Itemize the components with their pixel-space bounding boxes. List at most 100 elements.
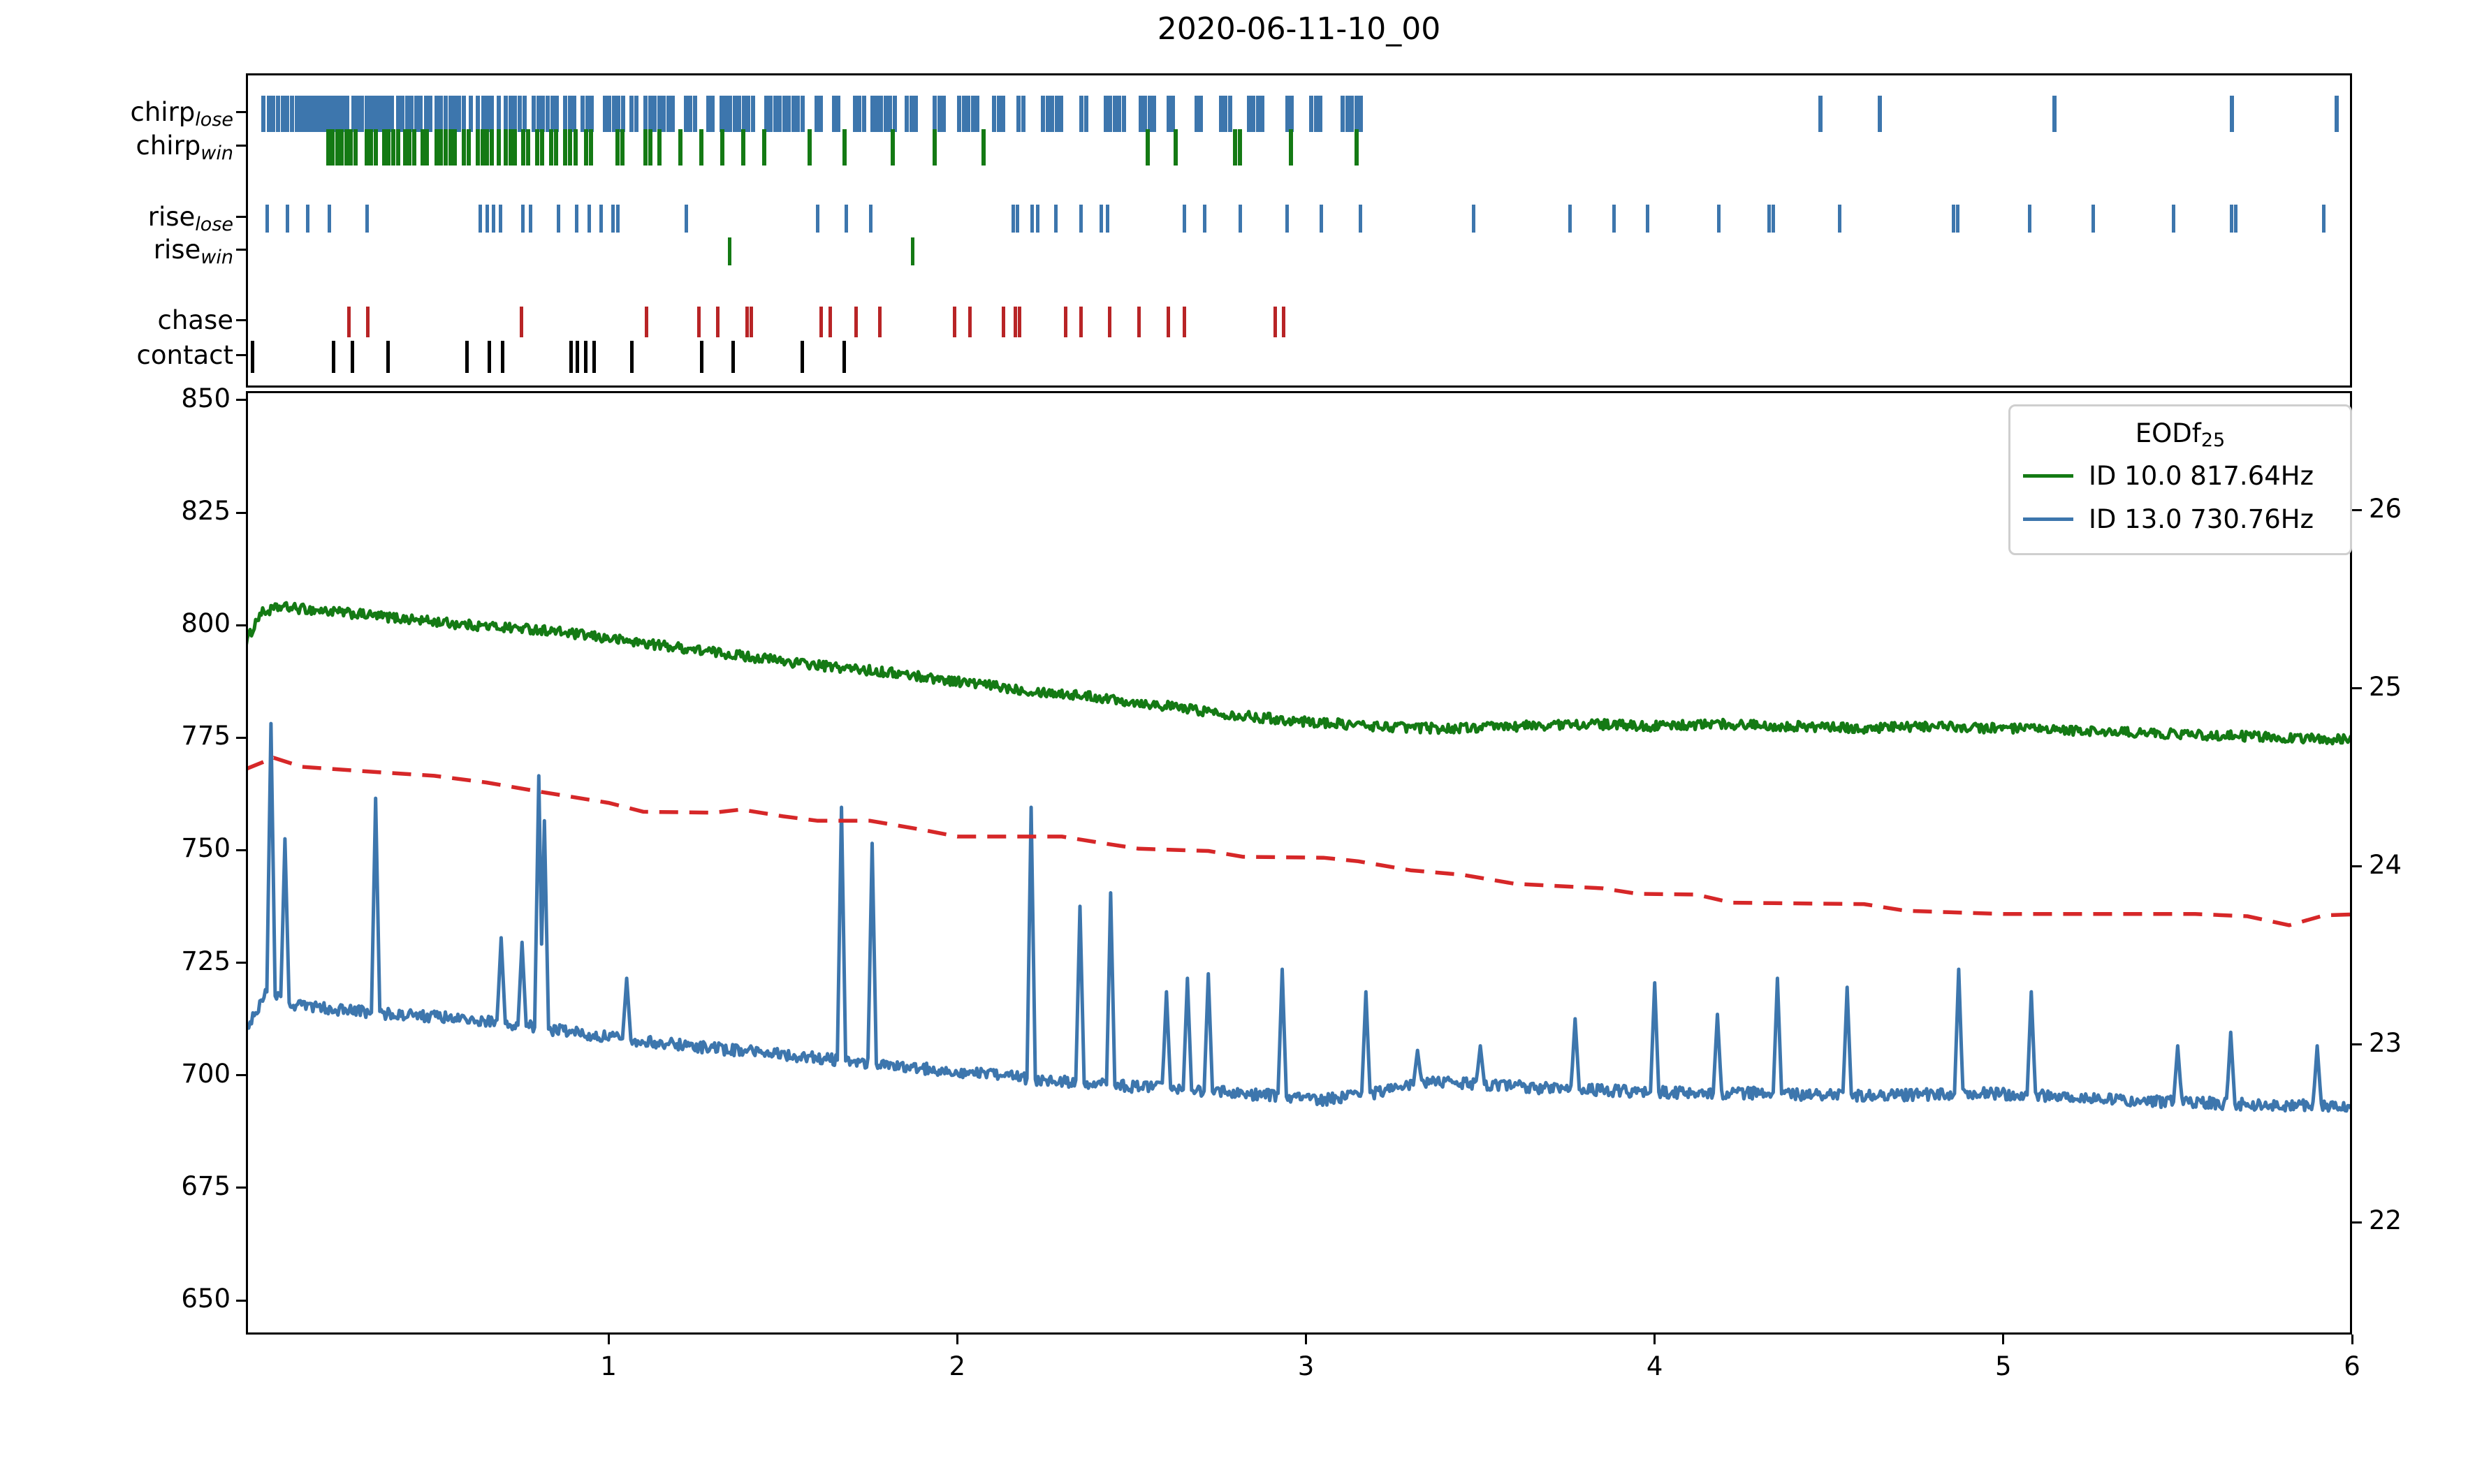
- event-mark-rise_win: [910, 237, 914, 265]
- event-mark-chirp_win: [443, 129, 448, 166]
- figure-title: 2020-06-11-10_00: [1157, 11, 1441, 47]
- row-label-base: rise: [147, 201, 196, 232]
- event-mark-rise_lose: [1838, 205, 1842, 233]
- event-mark-contact: [488, 341, 492, 373]
- event-mark-chirp_lose: [555, 96, 560, 132]
- legend-title-sub: 25: [2200, 429, 2226, 451]
- event-mark-chirp_lose: [448, 96, 453, 132]
- event-mark-rise_lose: [1646, 205, 1650, 233]
- event-mark-chirp_lose: [1079, 96, 1084, 132]
- raster-row-chirp_lose: [248, 96, 2354, 132]
- event-mark-rise_lose: [1012, 205, 1016, 233]
- event-mark-rise_lose: [492, 205, 496, 233]
- event-mark-chirp_lose: [1255, 96, 1260, 132]
- event-mark-chirp_lose: [1194, 96, 1199, 132]
- event-mark-chirp_win: [720, 129, 724, 166]
- event-mark-chirp_lose: [1045, 96, 1050, 132]
- event-mark-rise_lose: [815, 205, 819, 233]
- event-mark-chirp_win: [395, 129, 400, 166]
- event-mark-chirp_lose: [831, 96, 836, 132]
- event-mark-chirp_lose: [504, 96, 509, 132]
- x-axis-tick: [2351, 1335, 2353, 1344]
- event-mark-chirp_win: [567, 129, 572, 166]
- series-line-id-10-0-817-64hz: [248, 601, 2350, 746]
- event-mark-chirp_win: [335, 129, 340, 166]
- event-mark-contact: [569, 341, 573, 373]
- event-mark-chirp_win: [504, 129, 509, 166]
- event-mark-chirp_lose: [1313, 96, 1318, 132]
- event-mark-chirp_lose: [688, 96, 693, 132]
- row-label-sub: win: [200, 246, 233, 268]
- row-label-sub: lose: [195, 108, 233, 131]
- event-mark-chirp_lose: [796, 96, 801, 132]
- y-axis-left-tick: [236, 399, 246, 402]
- y-axis-left-label: 675: [181, 1170, 231, 1201]
- event-mark-chirp_lose: [280, 96, 285, 132]
- event-mark-chirp_win: [525, 129, 530, 166]
- event-mark-chirp_lose: [1147, 96, 1152, 132]
- event-mark-chase: [1107, 307, 1111, 337]
- event-mark-chase: [745, 307, 750, 337]
- raster-y-tick: [236, 354, 246, 356]
- event-mark-chirp_win: [549, 129, 554, 166]
- event-mark-chirp_lose: [302, 96, 307, 132]
- event-mark-rise_lose: [328, 205, 332, 233]
- event-mark-rise_lose: [521, 205, 525, 233]
- event-mark-rise_lose: [1239, 205, 1243, 233]
- event-mark-chirp_lose: [414, 96, 418, 132]
- event-mark-chirp_win: [588, 129, 593, 166]
- event-mark-chirp_win: [326, 129, 330, 166]
- event-mark-chirp_win: [933, 129, 937, 166]
- event-mark-contact: [629, 341, 634, 373]
- raster-panel: [246, 73, 2352, 388]
- event-mark-chirp_lose: [657, 96, 662, 132]
- event-mark-contact: [842, 341, 846, 373]
- event-mark-chirp_lose: [819, 96, 824, 132]
- event-mark-chirp_lose: [914, 96, 919, 132]
- event-mark-chirp_lose: [836, 96, 841, 132]
- event-mark-chirp_lose: [462, 96, 467, 132]
- event-mark-chirp_lose: [1345, 96, 1350, 132]
- event-mark-chirp_lose: [434, 96, 439, 132]
- row-label-base: chirp: [130, 96, 196, 127]
- event-mark-chirp_lose: [905, 96, 910, 132]
- x-axis-label: 3: [1297, 1351, 1315, 1381]
- event-mark-chirp_lose: [340, 96, 345, 132]
- event-mark-chirp_win: [521, 129, 526, 166]
- event-mark-contact: [332, 341, 336, 373]
- event-mark-chirp_lose: [737, 96, 742, 132]
- event-mark-rise_lose: [599, 205, 603, 233]
- y-axis-left-label: 650: [181, 1284, 231, 1314]
- legend-entry-id13: ID 13.0 730.76Hz: [2023, 497, 2337, 541]
- event-mark-chirp_lose: [513, 96, 518, 132]
- event-mark-chirp_win: [761, 129, 766, 166]
- row-label-contact: contact: [0, 338, 233, 372]
- event-mark-chase: [878, 307, 882, 337]
- event-mark-rise_lose: [844, 205, 848, 233]
- line-chart-panel: EODf 25 ID 10.0 817.64Hz ID 13.0 730.76Hz: [246, 391, 2352, 1335]
- event-mark-chirp_lose: [381, 96, 386, 132]
- event-mark-chase: [365, 307, 370, 337]
- event-mark-chirp_lose: [522, 96, 527, 132]
- event-mark-rise_lose: [528, 205, 532, 233]
- event-mark-chirp_lose: [1121, 96, 1126, 132]
- event-mark-chirp_win: [648, 129, 652, 166]
- event-mark-chirp_lose: [372, 96, 377, 132]
- event-mark-chirp_lose: [719, 96, 724, 132]
- event-mark-rise_lose: [1568, 205, 1572, 233]
- event-mark-chirp_lose: [1041, 96, 1046, 132]
- event-mark-rise_lose: [1202, 205, 1206, 233]
- y-axis-left-label: 725: [181, 946, 231, 976]
- event-mark-chirp_lose: [315, 96, 320, 132]
- legend-entry-id10: ID 10.0 817.64Hz: [2023, 454, 2337, 497]
- event-mark-chirp_lose: [266, 96, 271, 132]
- event-mark-rise_lose: [2233, 205, 2237, 233]
- event-mark-chirp_lose: [777, 96, 782, 132]
- event-mark-chirp_lose: [497, 96, 502, 132]
- event-mark-contact: [583, 341, 587, 373]
- y-axis-right-tick: [2352, 1221, 2362, 1224]
- event-mark-chase: [1013, 307, 1017, 337]
- event-mark-chirp_lose: [1112, 96, 1117, 132]
- event-mark-chirp_win: [349, 129, 353, 166]
